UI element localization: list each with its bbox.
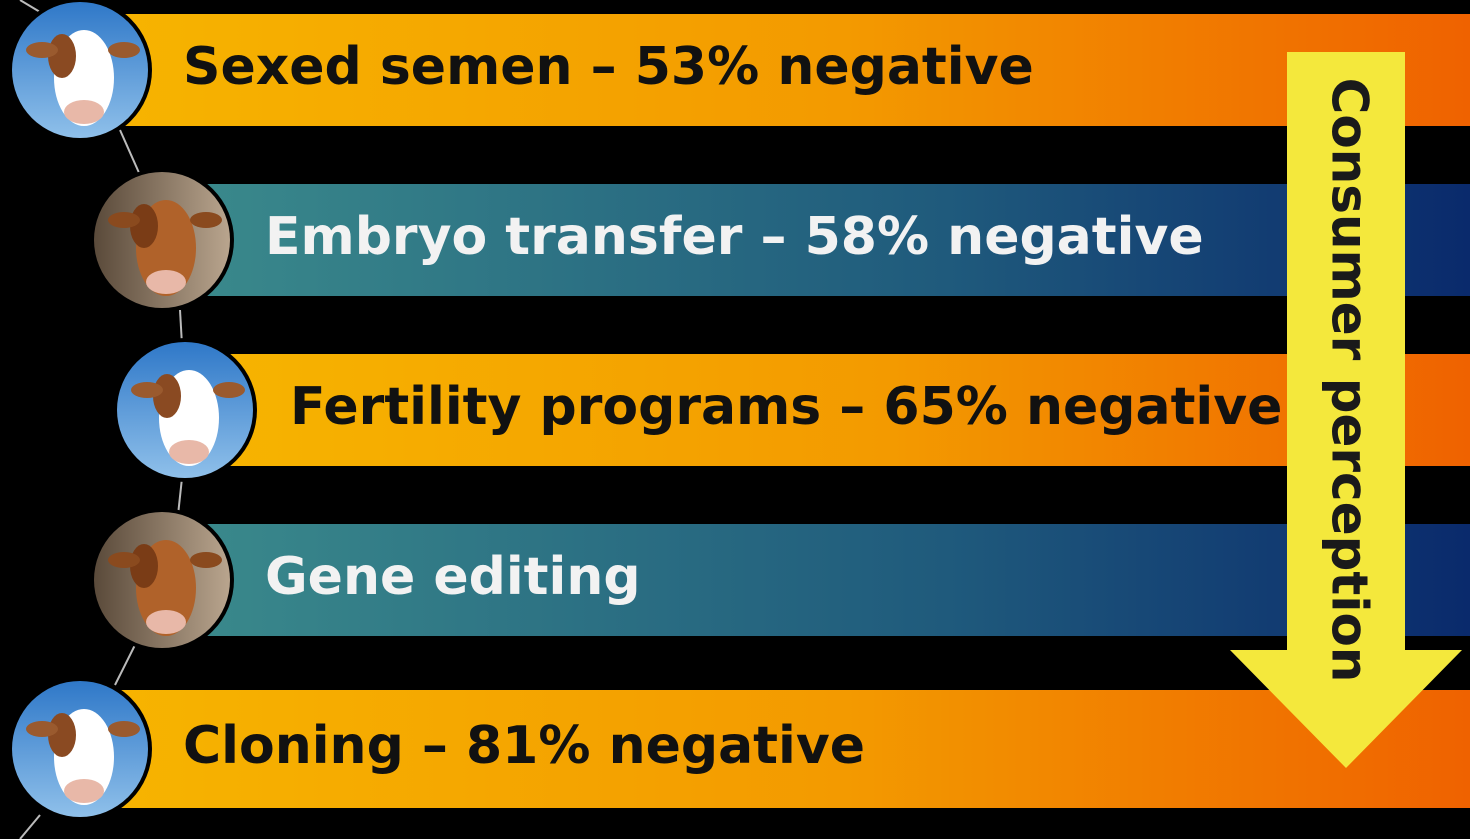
connector	[20, 815, 40, 839]
cow-muzzle	[64, 100, 104, 124]
item-label: Fertility programs – 65% negative	[290, 377, 1282, 437]
cow-muzzle	[146, 610, 186, 634]
arrow-label: Consumer perception	[1321, 78, 1379, 683]
item-label: Gene editing	[265, 547, 641, 607]
connector	[115, 645, 135, 685]
connector	[178, 478, 182, 515]
cow-ear	[108, 212, 140, 228]
cow-muzzle	[64, 779, 104, 803]
cow-ear	[213, 382, 245, 398]
cow-ear	[190, 552, 222, 568]
connector	[20, 0, 40, 12]
connector	[120, 130, 140, 175]
item-row: Cloning – 81% negative	[8, 677, 1470, 821]
cow-ear	[26, 721, 58, 737]
cow-muzzle	[169, 440, 209, 464]
item-label: Embryo transfer – 58% negative	[265, 207, 1204, 267]
cow-ear	[108, 552, 140, 568]
cow-ear	[108, 42, 140, 58]
item-row: Sexed semen – 53% negative	[8, 0, 1470, 142]
item-label: Cloning – 81% negative	[183, 716, 865, 776]
cow-muzzle	[146, 270, 186, 294]
item-row: Fertility programs – 65% negative	[113, 338, 1470, 482]
cow-ear	[131, 382, 163, 398]
page: Sexed semen – 53% negative Embryo transfe…	[0, 0, 1470, 839]
rows: Sexed semen – 53% negative Embryo transfe…	[8, 0, 1470, 821]
item-label: Sexed semen – 53% negative	[183, 37, 1034, 97]
cow-ear	[108, 721, 140, 737]
item-row: Gene editing	[90, 508, 1470, 652]
slide: Sexed semen – 53% negative Embryo transfe…	[0, 0, 1470, 839]
item-row: Embryo transfer – 58% negative	[90, 168, 1470, 312]
cow-ear	[26, 42, 58, 58]
cow-ear	[190, 212, 222, 228]
